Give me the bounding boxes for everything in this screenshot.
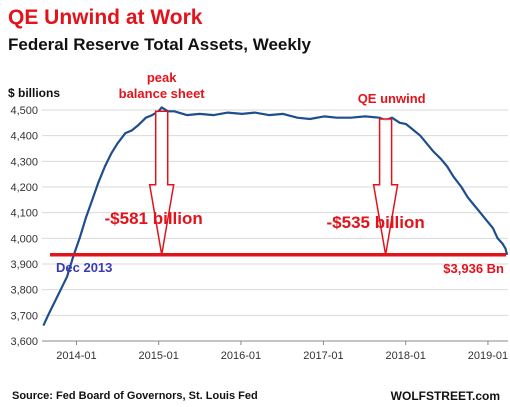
y-tick-label: 3,900: [10, 259, 38, 271]
arrows: [148, 110, 399, 255]
y-tick-label: 4,300: [10, 156, 38, 168]
x-axis-ticks: 2014-01 2015-01 2016-01 2017-01 2018-01 2019-…: [42, 340, 508, 362]
grid: [42, 109, 508, 342]
y-tick-label: 3,700: [10, 310, 38, 322]
series-line: [42, 106, 509, 327]
y-axis-unit: $ billions: [8, 86, 60, 100]
annotation-peak-line2: balance sheet: [119, 86, 206, 101]
chart-subtitle: Federal Reserve Total Assets, Weekly: [8, 35, 312, 54]
annotation-qe-unwind: QE unwind: [358, 91, 426, 106]
y-tick-label: 3,800: [10, 285, 38, 297]
annotation-start: Dec 2013: [56, 260, 112, 275]
y-tick-label: 4,500: [10, 105, 38, 117]
decline-arrow: [148, 110, 175, 255]
y-tick-label: 4,200: [10, 182, 38, 194]
annotation-end-value: $3,936 Bn: [443, 261, 504, 276]
annotation-decline-2: -$535 billion: [327, 213, 425, 232]
annotation-decline-1: -$581 billion: [105, 209, 203, 228]
y-axis-ticks: 3,600 3,700 3,800 3,900 4,000 4,100 4,200 4,300…: [10, 105, 38, 348]
chart-title: QE Unwind at Work: [8, 6, 203, 29]
y-tick-label: 4,000: [10, 233, 38, 245]
x-tick-label: 2019-01: [468, 350, 508, 362]
x-tick-label: 2018-01: [386, 350, 426, 362]
source-note: Source: Fed Board of Governors, St. Loui…: [12, 390, 258, 402]
x-tick-label: 2015-01: [139, 350, 179, 362]
y-tick-label: 3,600: [10, 336, 38, 348]
x-tick-label: 2016-01: [221, 350, 261, 362]
x-tick-label: 2014-01: [56, 350, 96, 362]
x-tick-label: 2017-01: [303, 350, 343, 362]
y-tick-label: 4,400: [10, 131, 38, 143]
annotation-peak-line1: peak: [147, 70, 177, 85]
y-tick-label: 4,100: [10, 208, 38, 220]
brand: WOLFSTREET.com: [391, 389, 500, 403]
decline-arrow: [372, 118, 399, 255]
